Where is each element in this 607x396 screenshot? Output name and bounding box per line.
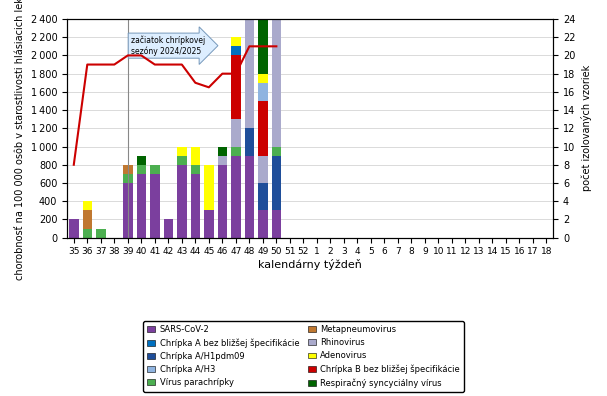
Legend: SARS-CoV-2, Chrípka A bez bližšej špecifikácie, Chrípka A/H1pdm09, Chrípka A/H3,: SARS-CoV-2, Chrípka A bez bližšej špecif…: [143, 321, 464, 392]
Bar: [177, 147, 186, 156]
Bar: [272, 156, 281, 210]
Bar: [83, 210, 92, 228]
Bar: [245, 156, 254, 238]
Bar: [137, 165, 146, 174]
Bar: [150, 174, 160, 238]
Bar: [245, 128, 254, 156]
Bar: [177, 156, 186, 165]
Bar: [123, 174, 132, 183]
X-axis label: kalendárny týždeň: kalendárny týždeň: [258, 259, 362, 270]
Bar: [258, 210, 268, 238]
Bar: [164, 219, 173, 238]
Bar: [231, 147, 240, 156]
Bar: [231, 46, 240, 55]
Bar: [258, 101, 268, 156]
Bar: [272, 147, 281, 156]
Bar: [137, 174, 146, 238]
Bar: [96, 228, 106, 238]
Bar: [218, 156, 227, 165]
Bar: [204, 165, 214, 210]
Bar: [83, 228, 92, 238]
Bar: [191, 165, 200, 174]
Bar: [218, 147, 227, 156]
Bar: [204, 210, 214, 238]
Bar: [231, 156, 240, 238]
Bar: [83, 201, 92, 210]
Text: začiatok chrípkovej
sezóny 2024/2025: začiatok chrípkovej sezóny 2024/2025: [131, 35, 205, 56]
Bar: [272, 0, 281, 10]
Bar: [137, 156, 146, 165]
Bar: [258, 10, 268, 74]
Bar: [123, 183, 132, 238]
Bar: [258, 74, 268, 83]
Bar: [191, 174, 200, 238]
Bar: [231, 37, 240, 46]
Bar: [245, 10, 254, 128]
Bar: [123, 165, 132, 174]
Bar: [245, 1, 254, 10]
Bar: [231, 55, 240, 119]
Bar: [258, 156, 268, 183]
Bar: [258, 183, 268, 210]
Bar: [245, 0, 254, 1]
Bar: [177, 165, 186, 238]
Bar: [191, 147, 200, 165]
Bar: [218, 165, 227, 238]
Bar: [150, 165, 160, 174]
Bar: [258, 83, 268, 101]
Y-axis label: chorobnosť na 100 000 osôb v starostlivosti hlásiacich lekárov: chorobnosť na 100 000 osôb v starostlivo…: [15, 0, 25, 280]
Y-axis label: počet izolovaných vzoriek: počet izolovaných vzoriek: [581, 65, 592, 191]
Bar: [69, 219, 78, 238]
Bar: [231, 119, 240, 147]
Bar: [272, 210, 281, 238]
Bar: [272, 10, 281, 147]
